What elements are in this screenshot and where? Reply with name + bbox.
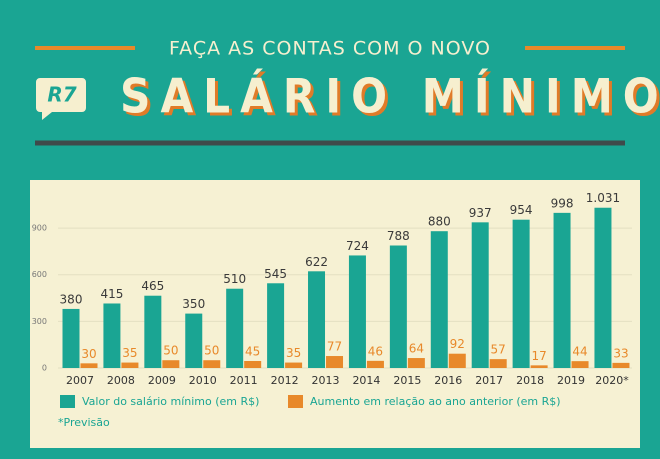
bar (512, 219, 530, 368)
note: *Previsão (58, 416, 110, 429)
value-label: 880 (428, 215, 451, 229)
bar (121, 362, 139, 368)
value-label: 35 (122, 346, 137, 360)
logo: R7 (47, 83, 76, 107)
x-tick-label: 2010 (189, 374, 217, 387)
x-tick-label: 2019 (557, 374, 585, 387)
x-tick-label: 2016 (434, 374, 462, 387)
bar (226, 288, 244, 368)
legend-label: Aumento em relação ao ano anterior (em R… (310, 395, 561, 408)
title-shadow: SALÁRIO MÍNIMO (123, 73, 660, 128)
bar (366, 360, 384, 368)
value-label: 33 (613, 346, 628, 360)
y-tick-label: 0 (42, 364, 47, 373)
value-label: 44 (572, 345, 587, 359)
value-label: 50 (204, 344, 219, 358)
bar (244, 361, 262, 368)
y-tick-label: 300 (32, 317, 47, 326)
chart-title: SALÁRIO MÍNIMO (120, 70, 660, 125)
value-label: 35 (286, 346, 301, 360)
value-label: 1.031 (586, 191, 620, 205)
x-tick-label: 2009 (148, 374, 176, 387)
panel (30, 180, 640, 448)
value-label: 622 (305, 255, 328, 269)
value-label: 510 (223, 272, 246, 286)
bar (185, 313, 203, 368)
x-tick-label: 2020* (595, 374, 629, 387)
bar (407, 358, 425, 368)
legend-swatch (288, 395, 303, 408)
bar (144, 295, 162, 368)
bar (553, 212, 571, 368)
bar (471, 222, 489, 368)
y-tick-label: 900 (32, 224, 47, 233)
bar (62, 308, 80, 368)
value-label: 937 (469, 206, 492, 220)
bar (448, 353, 466, 368)
value-label: 724 (346, 239, 369, 253)
value-label: 545 (264, 267, 287, 281)
value-label: 954 (510, 203, 533, 217)
bar (80, 363, 98, 368)
y-tick-label: 600 (32, 270, 47, 279)
bar (571, 361, 589, 368)
bar (326, 356, 344, 368)
x-tick-label: 2012 (271, 374, 299, 387)
x-tick-label: 2017 (475, 374, 503, 387)
value-label: 57 (491, 343, 506, 357)
bar (489, 359, 507, 368)
bar (103, 303, 121, 368)
x-tick-label: 2011 (230, 374, 258, 387)
value-label: 64 (409, 342, 424, 356)
value-label: 46 (368, 344, 383, 358)
bar (267, 283, 285, 368)
bar (594, 207, 612, 368)
x-tick-label: 2015 (393, 374, 421, 387)
legend-label: Valor do salário mínimo (em R$) (82, 395, 259, 408)
x-tick-label: 2018 (516, 374, 544, 387)
value-label: 30 (81, 347, 96, 361)
legend-swatch (60, 395, 75, 408)
bar (348, 255, 366, 368)
bar (308, 271, 326, 368)
subtitle: FAÇA AS CONTAS COM O NOVO (169, 38, 491, 60)
value-label: 92 (450, 337, 465, 351)
value-label: 465 (141, 279, 164, 293)
value-label: 77 (327, 340, 342, 354)
logo-bubble (36, 78, 86, 120)
bar (612, 362, 630, 368)
value-label: 380 (60, 292, 83, 306)
x-tick-label: 2007 (66, 374, 94, 387)
x-tick-label: 2008 (107, 374, 135, 387)
value-label: 17 (531, 349, 546, 363)
value-label: 350 (182, 297, 205, 311)
x-tick-label: 2014 (352, 374, 380, 387)
value-label: 998 (551, 196, 574, 210)
bar (389, 245, 407, 368)
value-label: 788 (387, 229, 410, 243)
bar (530, 365, 548, 368)
x-tick-label: 2013 (312, 374, 340, 387)
bar (162, 360, 180, 368)
value-label: 50 (163, 344, 178, 358)
value-label: 45 (245, 345, 260, 359)
value-label: 415 (100, 287, 123, 301)
bar (285, 362, 303, 368)
bar (203, 360, 221, 368)
bar (430, 231, 448, 368)
